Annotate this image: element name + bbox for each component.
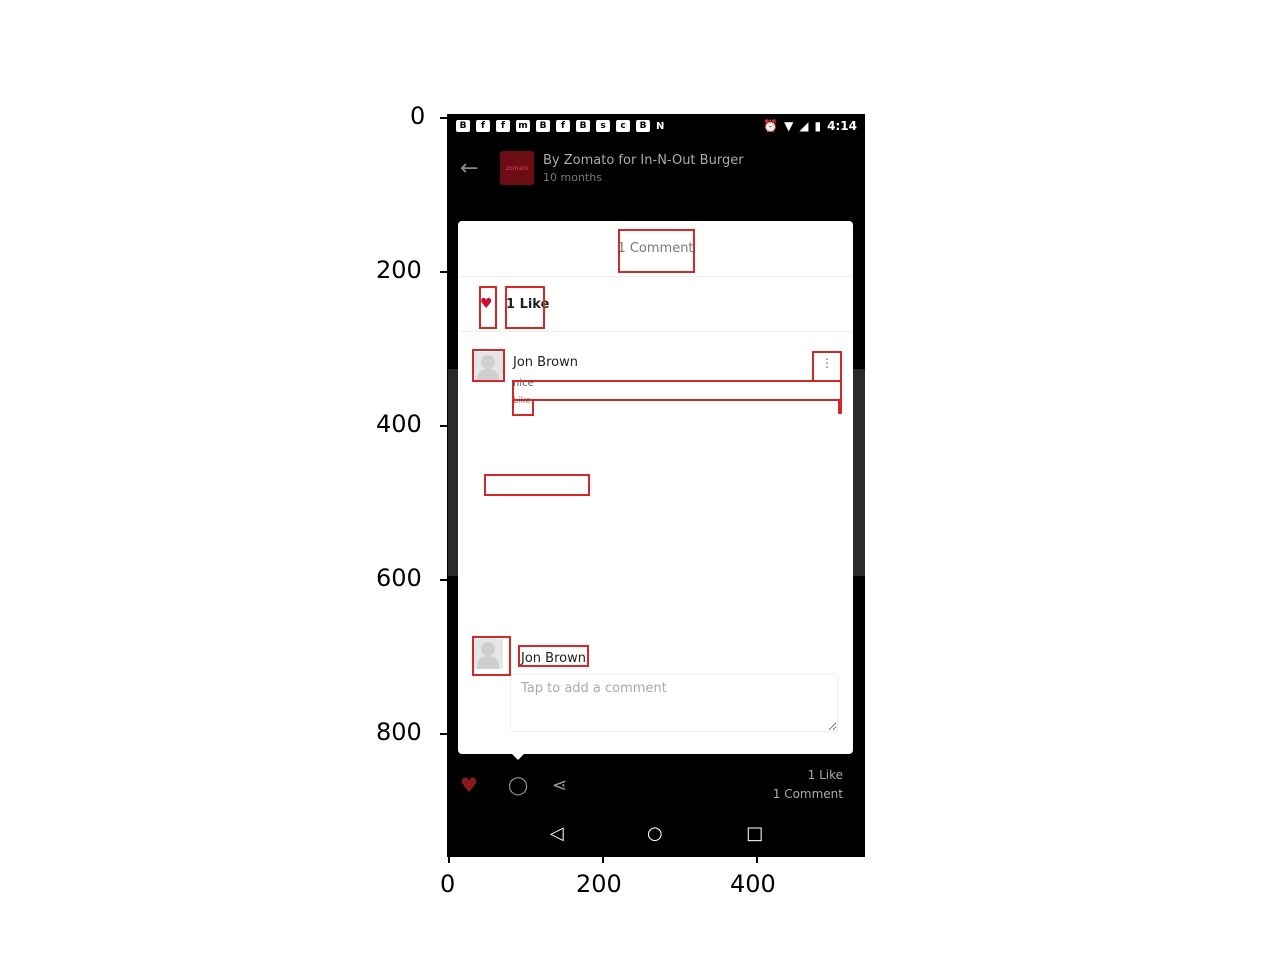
y-tick: [440, 271, 448, 273]
avatar: [473, 639, 503, 669]
brand-logo[interactable]: zomato: [500, 151, 534, 185]
likes-count[interactable]: 1 Like: [807, 768, 843, 782]
system-status: ⏰ ▼ ◢ ▮ 4:14: [763, 119, 857, 133]
y-tick-label: 600: [376, 564, 422, 592]
like-heart-icon[interactable]: ♥: [460, 773, 478, 797]
annotation-box: [472, 349, 505, 382]
comments-count[interactable]: 1 Comment: [772, 787, 843, 801]
y-tick: [440, 117, 448, 119]
avatar[interactable]: [473, 352, 503, 382]
facebook-icon: f: [556, 120, 570, 132]
nav-recents-icon[interactable]: □: [746, 823, 764, 844]
x-tick: [448, 855, 450, 863]
comment-input[interactable]: [510, 674, 838, 732]
annotation-box: [472, 636, 511, 676]
wifi-icon: ▼: [784, 119, 794, 133]
x-tick: [756, 855, 758, 863]
likes-label: 1 Like: [506, 296, 550, 312]
reply-area: Jon Brown: [458, 631, 853, 754]
x-tick-label: 200: [576, 870, 622, 898]
y-tick-label: 400: [376, 410, 422, 438]
post-action-bar: ♥ ◯ ⋖ 1 Like 1 Comment: [448, 760, 865, 810]
y-tick: [440, 425, 448, 427]
comments-title: 1 Comment: [458, 221, 853, 277]
comment-like-link[interactable]: Like: [513, 396, 531, 406]
more-options-icon[interactable]: ⋮: [821, 356, 833, 370]
notification-icon: s: [596, 120, 610, 132]
facebook-icon: f: [496, 120, 510, 132]
brand-logo-text: zomato: [505, 164, 529, 172]
y-axis-line: [447, 114, 449, 856]
battery-icon: ▮: [814, 119, 822, 133]
post-counts: 1 Like 1 Comment: [773, 766, 843, 804]
x-axis-line: [447, 855, 865, 857]
notification-icon: B: [536, 120, 550, 132]
notification-icons: B f f m B f B s c B N: [456, 120, 664, 132]
post-timestamp: 10 months: [543, 170, 602, 184]
signal-icon: ◢: [799, 119, 809, 133]
comment-author[interactable]: Jon Brown: [513, 355, 578, 370]
annotation-box: [484, 474, 590, 496]
post-meta: By Zomato for In-N-Out Burger 10 months: [543, 153, 744, 184]
nav-back-icon[interactable]: ◁: [549, 823, 564, 844]
back-arrow-icon[interactable]: ←: [460, 155, 479, 181]
post-header: ← zomato By Zomato for In-N-Out Burger 1…: [448, 138, 865, 198]
likes-row[interactable]: ♥ 1 Like: [458, 277, 853, 332]
y-tick: [440, 579, 448, 581]
y-tick: [440, 733, 448, 735]
clock: 4:14: [827, 119, 857, 133]
x-tick-label: 400: [730, 870, 776, 898]
x-tick-label: 0: [440, 870, 456, 898]
notification-icon: c: [616, 120, 630, 132]
x-tick: [602, 855, 604, 863]
mail-icon: m: [516, 120, 530, 132]
facebook-icon: f: [476, 120, 490, 132]
y-tick-label: 0: [410, 102, 426, 130]
phone-screen: B f f m B f B s c B N ⏰ ▼ ◢ ▮ 4:14 ← zom…: [448, 114, 865, 855]
notification-icon: B: [576, 120, 590, 132]
heart-icon: ♥: [480, 296, 493, 312]
status-bar: B f f m B f B s c B N ⏰ ▼ ◢ ▮ 4:14: [448, 114, 865, 138]
annotation-box: [512, 380, 842, 401]
annotation-box: [505, 286, 545, 329]
system-nav-bar: ◁ ○ □: [448, 812, 865, 855]
notification-icon: N: [656, 120, 665, 132]
annotation-box: [812, 351, 842, 382]
notification-icon: B: [456, 120, 470, 132]
post-title[interactable]: By Zomato for In-N-Out Burger: [543, 152, 744, 168]
reply-author: Jon Brown: [521, 651, 586, 666]
alarm-icon: ⏰: [763, 119, 779, 133]
dialog-pointer: [510, 752, 526, 760]
notification-icon: B: [636, 120, 650, 132]
y-tick-label: 800: [376, 718, 422, 746]
comment-bubble-icon[interactable]: ◯: [508, 774, 529, 796]
annotation-box: [518, 645, 589, 667]
comment-text: nice: [513, 378, 534, 389]
annotation-box: [838, 399, 842, 414]
annotation-box: [512, 399, 534, 416]
y-tick-label: 200: [376, 256, 422, 284]
annotation-box: [479, 286, 497, 329]
share-icon[interactable]: ⋖: [552, 774, 568, 796]
comment-item: Jon Brown nice Like ⋮: [458, 332, 853, 432]
annotation-box: [618, 229, 695, 273]
nav-home-icon[interactable]: ○: [647, 823, 663, 844]
